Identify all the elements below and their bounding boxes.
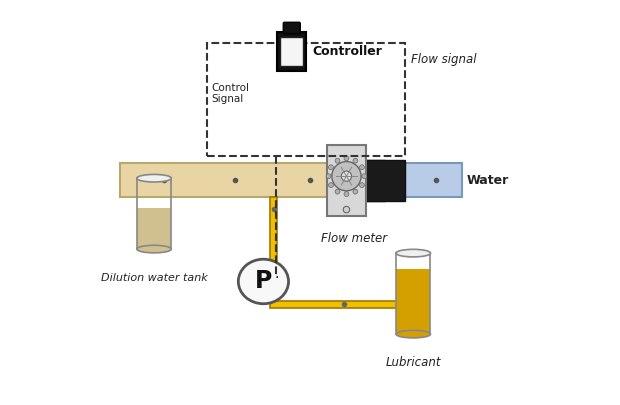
Circle shape [344,156,349,161]
Circle shape [326,174,331,179]
FancyBboxPatch shape [283,22,300,34]
Circle shape [329,183,334,188]
Ellipse shape [137,175,171,182]
Text: Dilution water tank: Dilution water tank [100,273,208,283]
FancyBboxPatch shape [270,301,414,308]
FancyBboxPatch shape [137,208,171,249]
Circle shape [362,174,367,179]
Circle shape [329,165,334,170]
FancyBboxPatch shape [120,163,385,197]
FancyBboxPatch shape [277,32,306,71]
Circle shape [353,189,358,194]
Ellipse shape [238,259,288,304]
FancyBboxPatch shape [280,37,303,66]
FancyBboxPatch shape [396,269,430,334]
FancyBboxPatch shape [405,163,462,197]
Ellipse shape [396,330,430,338]
Text: P: P [255,269,272,294]
Text: Water: Water [467,174,509,187]
FancyBboxPatch shape [327,160,385,200]
Circle shape [335,158,340,163]
Circle shape [360,183,365,188]
Text: Control
Signal: Control Signal [211,83,250,104]
Circle shape [353,158,358,163]
Circle shape [344,192,349,196]
Text: Flow signal: Flow signal [411,53,477,66]
FancyBboxPatch shape [327,145,366,215]
Text: Flow meter: Flow meter [322,232,388,245]
Ellipse shape [137,245,171,253]
FancyBboxPatch shape [366,160,405,200]
Circle shape [332,162,361,191]
Ellipse shape [396,249,430,257]
Circle shape [360,165,365,170]
Circle shape [343,206,350,213]
Text: Controller: Controller [312,45,383,58]
FancyBboxPatch shape [410,301,417,334]
FancyBboxPatch shape [270,197,277,301]
Circle shape [335,189,340,194]
Text: Lubricant: Lubricant [386,356,441,369]
Circle shape [342,171,352,181]
